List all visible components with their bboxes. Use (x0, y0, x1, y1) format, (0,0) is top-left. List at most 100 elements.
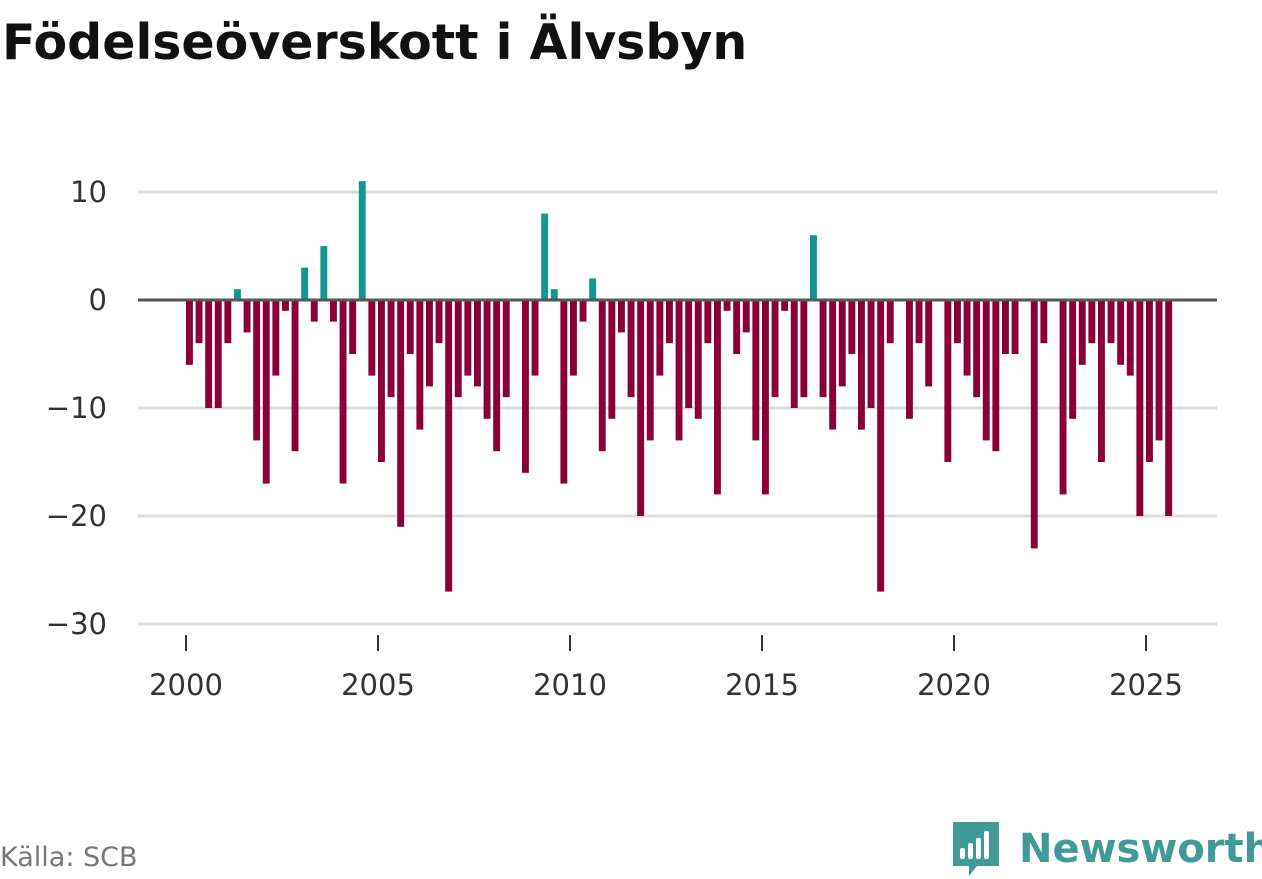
y-tick-label: 10 (70, 175, 107, 209)
bar (406, 300, 414, 354)
bar (598, 300, 606, 452)
x-tick-label: 2015 (725, 668, 799, 702)
bar (675, 300, 683, 441)
bar (579, 300, 587, 322)
y-tick-label: −20 (46, 499, 107, 533)
x-tick-label: 2025 (1109, 668, 1183, 702)
bar (877, 300, 885, 592)
bars (186, 181, 1173, 592)
bar (522, 300, 529, 473)
bar (733, 300, 741, 354)
bar (320, 246, 328, 300)
bar (982, 300, 990, 441)
bar (742, 300, 750, 333)
bar (426, 300, 433, 387)
y-tick-label: −30 (46, 607, 107, 641)
bar (656, 300, 664, 376)
bar (205, 300, 213, 408)
bar (1059, 300, 1067, 495)
bar (925, 300, 933, 387)
bar (253, 300, 261, 441)
bar (915, 300, 923, 344)
bar (1011, 300, 1019, 354)
bar (685, 300, 693, 408)
bar (838, 300, 846, 387)
bar (992, 300, 1000, 452)
bar (723, 300, 731, 311)
bar (570, 300, 577, 376)
x-tick-label: 2020 (917, 668, 991, 702)
bar (906, 300, 913, 419)
x-tick-label: 2005 (341, 668, 415, 702)
bar (464, 300, 472, 376)
chart-title: Födelseöverskott i Älvsbyn (2, 14, 748, 71)
bar (637, 300, 645, 516)
bar (186, 300, 193, 365)
bar (214, 300, 222, 408)
bar (330, 300, 337, 322)
bar (608, 300, 616, 419)
source-note: Källa: SCB (0, 842, 138, 873)
bar (243, 300, 251, 333)
bar (502, 300, 510, 398)
bar (589, 278, 597, 300)
y-tick-label: −10 (46, 391, 107, 425)
bar (378, 300, 385, 462)
bar (790, 300, 798, 408)
bar (944, 300, 952, 462)
bar (1069, 300, 1077, 419)
bar (272, 300, 280, 376)
bar (1146, 300, 1153, 462)
bar (762, 300, 769, 495)
bar (368, 300, 376, 376)
bar (771, 300, 779, 398)
brand-name: Newsworthy (1019, 826, 1262, 872)
bar (963, 300, 971, 376)
y-tick-label: 0 (89, 283, 107, 317)
bar (195, 300, 203, 344)
bar (339, 300, 347, 484)
bar (291, 300, 299, 452)
bar (310, 300, 318, 322)
bar (282, 300, 289, 311)
bar (1155, 300, 1163, 441)
bar (618, 300, 625, 333)
bar (1165, 300, 1173, 516)
bar (819, 300, 827, 398)
bar (1117, 300, 1125, 365)
bar (349, 300, 357, 354)
bar (1098, 300, 1105, 462)
bar (704, 300, 712, 344)
bar (800, 300, 808, 398)
bar (694, 300, 702, 419)
bar (550, 289, 558, 300)
bar (752, 300, 760, 441)
brand-logo[interactable]: Newsworthy (951, 820, 1262, 878)
axes: 10 0 −10 −20 −30 2000 2005 2010 2015 2020 2025 (46, 175, 1183, 702)
bar (560, 300, 568, 484)
bar (1040, 300, 1048, 344)
bar (848, 300, 856, 354)
bar (1107, 300, 1115, 344)
newsworthy-bar-chart-icon (953, 822, 999, 876)
bar (886, 300, 894, 344)
bar (1002, 300, 1009, 354)
bar (387, 300, 395, 398)
bar (397, 300, 405, 527)
bar (541, 213, 549, 300)
bar (435, 300, 443, 344)
bar (858, 300, 865, 430)
bar (781, 300, 789, 311)
bar (358, 181, 366, 300)
bar (493, 300, 501, 452)
bar (714, 300, 721, 495)
bar (810, 235, 817, 300)
bar (483, 300, 491, 419)
bar (531, 300, 539, 376)
x-tick-label: 2010 (533, 668, 607, 702)
bar (301, 267, 309, 300)
bar (234, 289, 241, 300)
bar (1088, 300, 1096, 344)
bar (262, 300, 270, 484)
